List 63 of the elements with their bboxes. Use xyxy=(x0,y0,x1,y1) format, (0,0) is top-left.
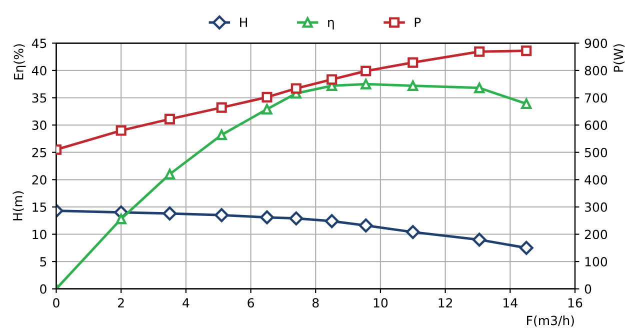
x-tick-label: 2 xyxy=(118,298,124,308)
y-tick-label: 25 xyxy=(32,148,46,158)
point xyxy=(408,57,418,68)
x-tick-label: 16 xyxy=(568,298,582,308)
x-tick-label: 14 xyxy=(504,298,518,308)
y-tick-label: 0 xyxy=(40,284,46,294)
y2-tick-label: 500 xyxy=(584,148,608,158)
y-tick-label: 5 xyxy=(40,257,46,266)
x-tick-label: 10 xyxy=(374,298,388,308)
point xyxy=(164,168,176,180)
point xyxy=(474,46,485,57)
point xyxy=(360,66,372,76)
y2-tick-label: 100 xyxy=(585,257,608,266)
y-tick-label: 20 xyxy=(32,175,46,185)
y-tick-label: 15 xyxy=(32,202,46,212)
point xyxy=(162,206,177,220)
x-axis-title: F(m3/h) xyxy=(527,316,574,327)
point xyxy=(216,102,227,113)
point xyxy=(521,98,532,110)
x-tick-label: 8 xyxy=(312,298,319,308)
point xyxy=(326,74,338,85)
point xyxy=(116,214,126,224)
y-tick-label: 40 xyxy=(32,66,46,76)
legend-label: P xyxy=(414,18,421,27)
y2-tick-label: 300 xyxy=(584,202,608,212)
x-tick-label: 0 xyxy=(53,298,60,308)
point xyxy=(406,225,420,240)
y2-tick-label: 200 xyxy=(584,230,608,240)
point xyxy=(260,210,274,224)
point xyxy=(289,211,304,226)
x-tick-label: 12 xyxy=(438,298,452,308)
y2-tick-label: 800 xyxy=(584,66,608,76)
y2-tick-label: 0 xyxy=(584,284,592,294)
point xyxy=(214,208,229,222)
point xyxy=(408,80,418,92)
point xyxy=(216,130,227,140)
point xyxy=(164,114,176,124)
y-tick-label: 30 xyxy=(32,120,46,130)
point xyxy=(324,214,339,228)
text: H(m) xyxy=(12,191,24,220)
y2-tick-label: 900 xyxy=(584,38,608,48)
point xyxy=(360,78,372,90)
point xyxy=(519,240,534,255)
y2-tick-label: 600 xyxy=(584,120,608,130)
y2-tick-label: 700 xyxy=(585,93,608,103)
point xyxy=(358,218,373,233)
y2-tick-label: 400 xyxy=(584,175,608,185)
legend-label: H xyxy=(240,18,247,27)
x-tick-label: 6 xyxy=(248,298,254,308)
x-tick-label: 4 xyxy=(182,298,190,308)
y-tick-label: 35 xyxy=(32,93,46,103)
point xyxy=(116,125,126,136)
point xyxy=(262,104,272,114)
y-tick-label: 10 xyxy=(32,230,46,240)
point xyxy=(262,92,272,102)
y-tick-label: 45 xyxy=(32,38,46,48)
point xyxy=(521,46,532,56)
point xyxy=(290,83,302,94)
point xyxy=(472,232,486,247)
y-axis-title: Eη(%) xyxy=(14,44,26,80)
y2-axis-title: P(W) xyxy=(613,44,625,72)
legend-label: η xyxy=(328,20,334,30)
point xyxy=(474,82,485,94)
